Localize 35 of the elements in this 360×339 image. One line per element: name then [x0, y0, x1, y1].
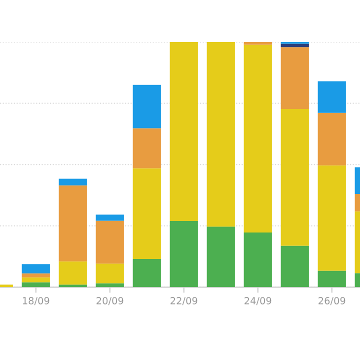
bar	[96, 214, 124, 221]
x-tick-label: 20/09	[96, 297, 124, 306]
bar	[58, 261, 87, 285]
bar	[96, 220, 124, 264]
bar	[280, 108, 309, 246]
bar	[280, 47, 309, 109]
x-tick-label: 22/09	[170, 297, 198, 306]
x-tick-label: 24/09	[244, 297, 272, 306]
bar	[206, 42, 235, 227]
bar	[170, 220, 198, 288]
bar	[22, 277, 50, 282]
bar	[22, 264, 50, 274]
bar	[132, 258, 161, 288]
bar	[280, 246, 309, 288]
bar	[22, 282, 50, 288]
bar	[206, 226, 235, 288]
x-tick-label: 26/09	[318, 297, 346, 306]
bar	[318, 270, 346, 288]
bar	[58, 185, 87, 262]
x-tick-label: 18/09	[22, 297, 50, 306]
bar	[22, 273, 50, 278]
bar	[96, 264, 124, 284]
bar	[318, 165, 346, 271]
bar	[170, 42, 198, 221]
bar	[132, 84, 161, 128]
bar	[58, 178, 87, 186]
bar	[132, 168, 161, 259]
bar	[96, 283, 124, 288]
bar	[244, 42, 272, 45]
bar	[244, 44, 272, 232]
bar	[132, 128, 161, 168]
bar	[318, 112, 346, 166]
bar	[318, 81, 346, 113]
bar	[58, 284, 87, 288]
bar	[244, 232, 272, 288]
